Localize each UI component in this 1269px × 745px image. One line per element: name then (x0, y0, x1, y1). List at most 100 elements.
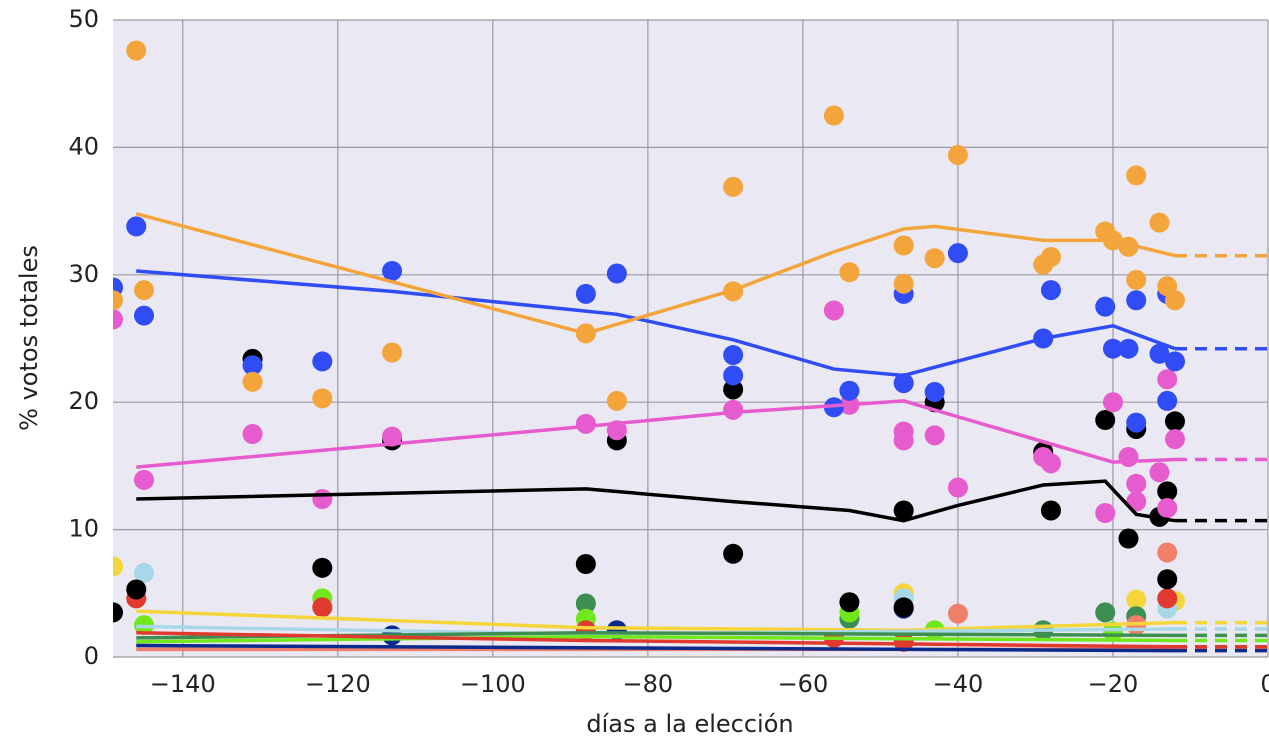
poll-point (947, 145, 968, 166)
poll-point (924, 248, 945, 269)
poll-point (947, 603, 968, 624)
trend-line (136, 634, 1175, 644)
poll-point (113, 309, 123, 330)
poll-point (113, 602, 123, 623)
poll-point (1149, 212, 1170, 233)
poll-point (893, 597, 914, 618)
poll-point (1095, 296, 1116, 317)
poll-point (1164, 411, 1185, 432)
poll-point (823, 105, 844, 126)
poll-point (113, 290, 123, 311)
x-tick-label: −140 (150, 670, 216, 698)
poll-point (575, 283, 596, 304)
poll-point (1095, 503, 1116, 524)
poll-point (1126, 412, 1147, 433)
poll-point (924, 382, 945, 403)
poll-point (606, 390, 627, 411)
poll-point (723, 345, 744, 366)
poll-point (1157, 497, 1178, 518)
poll-point (575, 553, 596, 574)
poll-point (312, 597, 333, 618)
y-tick-label: 40 (68, 132, 99, 160)
y-tick-label: 50 (68, 5, 99, 33)
poll-point (1118, 528, 1139, 549)
poll-point (1126, 165, 1147, 186)
x-tick-label: −80 (623, 670, 674, 698)
poll-point (1102, 392, 1123, 413)
poll-point (893, 373, 914, 394)
poll-point (893, 235, 914, 256)
y-tick-label: 10 (68, 515, 99, 543)
poll-point (134, 280, 155, 301)
poll-point (947, 477, 968, 498)
poll-point (126, 216, 147, 237)
y-tick-label: 20 (68, 387, 99, 415)
poll-point (113, 556, 123, 577)
plot-area (113, 40, 1268, 653)
poll-point (839, 380, 860, 401)
poll-point (242, 355, 263, 376)
poll-point (134, 469, 155, 490)
x-tick-label: −120 (305, 670, 371, 698)
poll-point (382, 426, 403, 447)
trend-line (136, 479, 1176, 523)
poll-point (382, 260, 403, 281)
poll-point (242, 371, 263, 392)
poll-point (839, 262, 860, 283)
poll-point (312, 557, 333, 578)
plot-background (113, 20, 1268, 657)
poll-point (1118, 338, 1139, 359)
poll-point (1164, 429, 1185, 450)
poll-point (1040, 280, 1061, 301)
poll-point (723, 379, 744, 400)
poll-point (1164, 351, 1185, 372)
trend-line (136, 609, 1176, 632)
poll-point (1157, 542, 1178, 563)
poll-point (893, 430, 914, 451)
x-tick-label: −100 (460, 670, 526, 698)
x-tick-label: −20 (1088, 670, 1139, 698)
poll-point (723, 399, 744, 420)
y-tick-label: 30 (68, 260, 99, 288)
poll-point (1126, 589, 1147, 610)
trend-line (136, 269, 1176, 378)
poll-point (823, 300, 844, 321)
trend-line (136, 631, 1175, 649)
poll-point (893, 500, 914, 521)
poll-point (723, 543, 744, 564)
poll-point (126, 579, 147, 600)
poll-point (312, 351, 333, 372)
x-axis-label: días a la elección (586, 710, 793, 738)
poll-point (575, 593, 596, 614)
poll-point (126, 40, 147, 61)
y-axis-label: % votos totales (15, 245, 43, 431)
poll-point (1118, 446, 1139, 467)
poll-point (1040, 500, 1061, 521)
poll-point (1102, 338, 1123, 359)
poll-point (312, 388, 333, 409)
poll-point (1126, 269, 1147, 290)
poll-point (723, 365, 744, 386)
poll-point (839, 592, 860, 613)
poll-point (1149, 462, 1170, 483)
poll-point (382, 342, 403, 363)
poll-point (893, 631, 914, 652)
poll-point (723, 176, 744, 197)
poll-point (1164, 290, 1185, 311)
poll-point (134, 562, 155, 583)
poll-point (924, 425, 945, 446)
y-tick-label: 0 (84, 642, 99, 670)
poll-point (1157, 481, 1178, 502)
trend-line (135, 211, 1176, 336)
poll-point (1040, 246, 1061, 267)
poll-point (947, 243, 968, 264)
trend-line (136, 399, 1176, 469)
poll-point (1157, 369, 1178, 390)
x-tick-label: −40 (933, 670, 984, 698)
poll-point (575, 413, 596, 434)
poll-point (312, 489, 333, 510)
poll-point (134, 305, 155, 326)
poll-point (1095, 410, 1116, 431)
poll-point (1095, 602, 1116, 623)
